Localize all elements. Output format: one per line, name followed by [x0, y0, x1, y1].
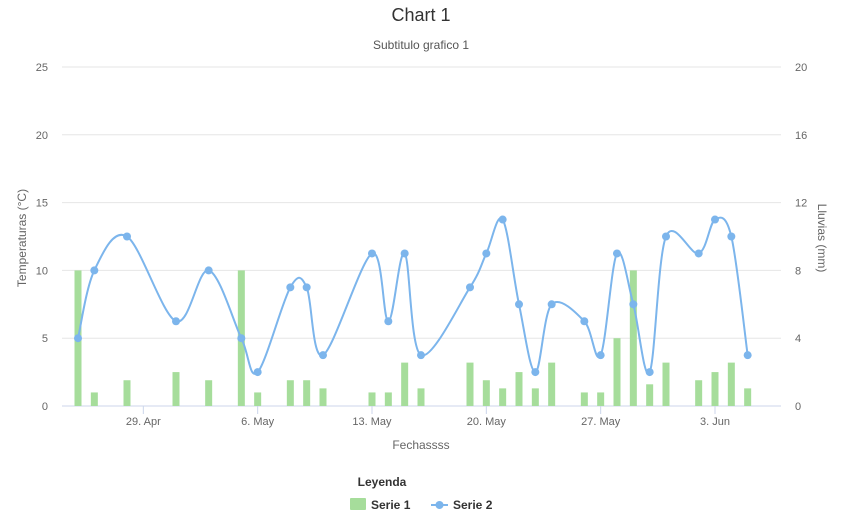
- x-tick-label: 27. May: [581, 416, 621, 428]
- serie-2-point[interactable]: [237, 334, 246, 343]
- chart-title: Chart 1: [391, 5, 450, 25]
- serie-1-bar[interactable]: [646, 384, 654, 406]
- y-left-tick-label: 5: [42, 333, 48, 345]
- serie-2-point[interactable]: [694, 249, 703, 258]
- serie-1-bar[interactable]: [286, 380, 294, 406]
- serie-1-bar[interactable]: [368, 392, 376, 406]
- serie-2-point[interactable]: [515, 300, 523, 309]
- serie-1-bar[interactable]: [548, 362, 556, 406]
- serie-1-bar[interactable]: [499, 388, 507, 406]
- serie-2-point[interactable]: [645, 368, 654, 377]
- legend-item-serie-1[interactable]: Serie 1: [350, 498, 411, 512]
- x-tick-label: 20. May: [467, 416, 507, 428]
- serie-2-point[interactable]: [204, 266, 213, 275]
- serie-2-point[interactable]: [302, 283, 311, 292]
- serie-1-bar[interactable]: [205, 380, 213, 406]
- x-tick-label: 3. Jun: [700, 416, 730, 428]
- y-left-tick-label: 25: [36, 62, 48, 74]
- x-axis: 29. Apr 6. May 13. May 20. May 27. May 3. Jun: [126, 406, 730, 428]
- x-tick-label: 6. May: [241, 416, 275, 428]
- serie-1-bar[interactable]: [123, 380, 131, 406]
- serie-1-bar[interactable]: [629, 270, 637, 406]
- serie-1-bar[interactable]: [401, 362, 409, 406]
- y-left-tick-label: 15: [36, 198, 48, 210]
- serie-2-point[interactable]: [253, 368, 262, 377]
- legend-item-serie-2[interactable]: Serie 2: [431, 498, 493, 512]
- y-axis-right: 0 4 8 12 16 20: [795, 62, 807, 413]
- serie-2-point[interactable]: [400, 249, 409, 258]
- legend-marker-serie-2: [435, 501, 444, 509]
- y-right-tick-label: 20: [795, 62, 807, 74]
- y-right-tick-label: 0: [795, 401, 801, 413]
- serie-1-bar[interactable]: [417, 388, 425, 406]
- serie-2-point[interactable]: [172, 317, 180, 326]
- serie-2-point[interactable]: [662, 232, 670, 241]
- y-right-tick-label: 12: [795, 198, 807, 210]
- y-right-tick-label: 8: [795, 265, 801, 277]
- serie-1-bar[interactable]: [711, 372, 719, 406]
- serie-1-bar[interactable]: [90, 392, 98, 406]
- serie-1-bar[interactable]: [482, 380, 490, 406]
- y-axis-right-title: Lluvias (mm): [815, 204, 829, 273]
- y-left-tick-label: 20: [36, 130, 48, 142]
- serie-2-point[interactable]: [368, 249, 376, 258]
- x-tick-label: 29. Apr: [126, 416, 161, 428]
- serie-2-point[interactable]: [384, 317, 393, 326]
- serie-2-line: [77, 216, 749, 375]
- serie-2-point[interactable]: [613, 249, 621, 258]
- serie-2-point[interactable]: [743, 351, 752, 360]
- serie-1-bar[interactable]: [744, 388, 752, 406]
- serie-2-point[interactable]: [482, 249, 491, 258]
- y-right-tick-label: 4: [795, 333, 801, 345]
- serie-2-point[interactable]: [90, 266, 99, 275]
- serie-1-bar[interactable]: [303, 380, 311, 406]
- serie-2-point[interactable]: [417, 351, 425, 360]
- serie-2-point[interactable]: [319, 351, 327, 360]
- legend-title: Leyenda: [358, 475, 407, 489]
- legend-label-serie-1: Serie 1: [371, 498, 411, 512]
- serie-1-bar[interactable]: [466, 362, 474, 406]
- serie-1-bar[interactable]: [613, 338, 621, 406]
- x-axis-title: Fechassss: [392, 438, 449, 452]
- serie-1-bar[interactable]: [254, 392, 262, 406]
- serie-2-point[interactable]: [498, 215, 507, 224]
- serie-1-bar[interactable]: [727, 362, 735, 406]
- serie-1-bar[interactable]: [580, 392, 588, 406]
- serie-2-point[interactable]: [74, 334, 82, 343]
- serie-1-bar[interactable]: [384, 392, 392, 406]
- serie-2-point[interactable]: [727, 232, 736, 241]
- y-axis-left-title: Temperaturas (°C): [15, 189, 29, 287]
- serie-1-bar[interactable]: [662, 362, 670, 406]
- y-left-tick-label: 0: [42, 401, 48, 413]
- chart-subtitle: Subtitulo grafico 1: [373, 38, 469, 52]
- serie-2-point[interactable]: [547, 300, 556, 309]
- legend-swatch-serie-1: [350, 498, 366, 510]
- serie-2-point[interactable]: [596, 351, 605, 360]
- serie-2-points: [74, 215, 752, 377]
- grid: [62, 66, 781, 407]
- serie-1-bar[interactable]: [597, 392, 605, 406]
- x-tick-label: 13. May: [352, 416, 392, 428]
- serie-1-bar[interactable]: [531, 388, 539, 406]
- serie-1-bar[interactable]: [695, 380, 703, 406]
- legend-label-serie-2: Serie 2: [453, 498, 493, 512]
- serie-2-point[interactable]: [286, 283, 295, 292]
- serie-2-point[interactable]: [580, 317, 589, 326]
- serie-1-bar[interactable]: [172, 372, 180, 406]
- serie-2-point[interactable]: [466, 283, 474, 292]
- serie-1-bar[interactable]: [319, 388, 327, 406]
- y-axis-left: 0 5 10 15 20 25: [36, 62, 48, 413]
- y-right-tick-label: 16: [795, 130, 807, 142]
- serie-2-point[interactable]: [123, 232, 131, 241]
- serie-2-point[interactable]: [629, 300, 638, 309]
- serie-1-bar[interactable]: [515, 372, 523, 406]
- legend: Leyenda Serie 1 Serie 2: [350, 475, 493, 512]
- serie-2-point[interactable]: [711, 215, 719, 224]
- y-left-tick-label: 10: [36, 265, 48, 277]
- serie-2-point[interactable]: [531, 368, 540, 377]
